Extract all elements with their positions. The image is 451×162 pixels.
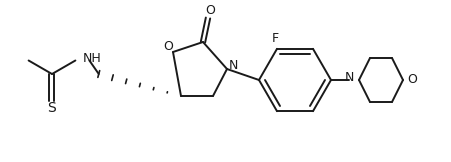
Text: NH: NH: [82, 52, 101, 65]
Text: N: N: [228, 59, 237, 73]
Text: O: O: [205, 5, 215, 17]
Text: F: F: [271, 32, 278, 45]
Text: O: O: [163, 40, 173, 53]
Text: S: S: [47, 101, 56, 115]
Text: N: N: [344, 71, 353, 85]
Text: O: O: [406, 74, 416, 87]
